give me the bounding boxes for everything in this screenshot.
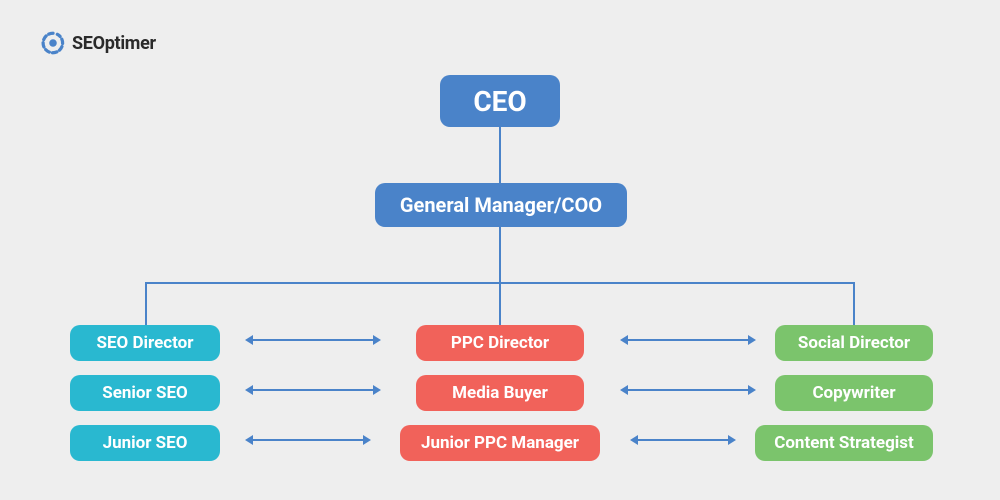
bidir-arrow-3	[620, 335, 756, 345]
bidir-arrow-0	[245, 335, 381, 345]
node-junior-ppc-manager: Junior PPC Manager	[400, 425, 600, 461]
node-content-strategist: Content Strategist	[755, 425, 933, 461]
node-general-manager: General Manager/COO	[375, 183, 627, 227]
node-ppc-director: PPC Director	[416, 325, 584, 361]
bidir-arrow-1	[245, 385, 381, 395]
line-gm-branch	[499, 227, 501, 282]
node-media-buyer: Media Buyer	[416, 375, 584, 411]
gear-icon	[40, 30, 66, 56]
node-seo-director: SEO Director	[70, 325, 220, 361]
node-social-director: Social Director	[775, 325, 933, 361]
node-ceo: CEO	[440, 75, 560, 127]
line-branch-left	[145, 282, 147, 325]
bidir-arrow-4	[620, 385, 756, 395]
brand-name: SEOptimer	[72, 33, 156, 54]
bidir-arrow-2	[245, 435, 371, 445]
line-branch-mid	[499, 282, 501, 325]
line-branch-right	[853, 282, 855, 325]
node-copywriter: Copywriter	[775, 375, 933, 411]
brand-logo: SEOptimer	[40, 30, 156, 56]
bidir-arrow-5	[630, 435, 736, 445]
node-senior-seo: Senior SEO	[70, 375, 220, 411]
node-junior-seo: Junior SEO	[70, 425, 220, 461]
line-ceo-gm	[499, 127, 501, 183]
